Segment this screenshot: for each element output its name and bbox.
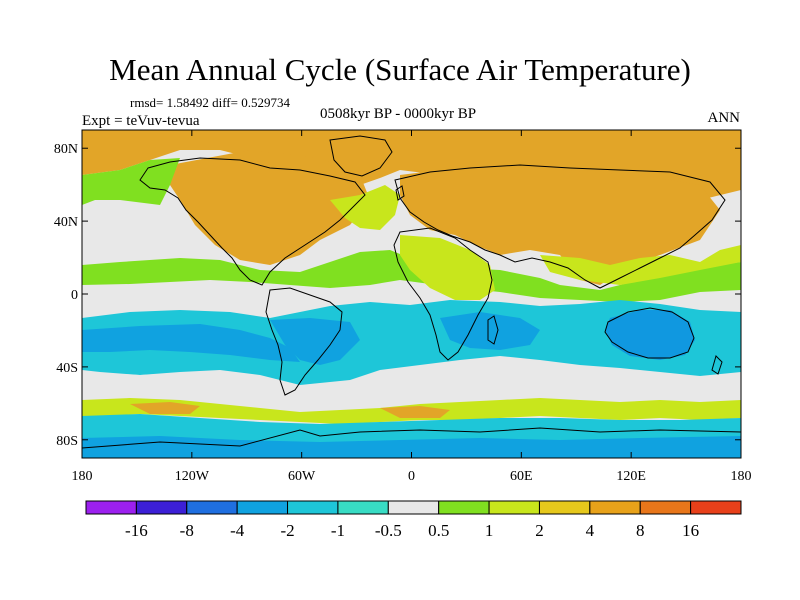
greenland-coast [329, 135, 393, 177]
coastlines [82, 135, 741, 449]
lon-tick-label: 60E [510, 469, 533, 484]
colorbar-label: -0.5 [375, 521, 402, 540]
colorbar [85, 500, 742, 515]
colorbar-swatch [236, 500, 289, 515]
latitude-axis: 80N 40N 0 40S 80S [54, 142, 741, 449]
africa-coast [393, 227, 493, 361]
eurasia-coast [394, 164, 726, 289]
south-atlantic-cool [270, 318, 360, 365]
south-asia-mild [540, 245, 741, 285]
temperature-field [82, 130, 741, 458]
uk-coast [395, 185, 405, 201]
north-green-band [82, 158, 180, 205]
new-zealand-coast [711, 355, 723, 375]
colorbar-swatch [690, 500, 742, 515]
colorbar-swatch [337, 500, 389, 515]
southern-cool-band [82, 300, 741, 385]
lon-tick-label: 180 [72, 469, 93, 484]
stats-text: rmsd= 1.58492 diff= 0.529734 [130, 95, 290, 110]
colorbar-label: -2 [280, 521, 294, 540]
north-atlantic-green [330, 185, 400, 230]
antarctica-coast [82, 427, 741, 449]
colorbar-swatch [287, 500, 339, 515]
lat-tick-label: 80N [54, 142, 78, 157]
colorbar-label: 4 [586, 521, 595, 540]
south-america-coast [265, 287, 343, 396]
colorbar-swatch [387, 500, 440, 515]
lat-tick-label: 0 [71, 288, 78, 303]
colorbar-swatch [438, 500, 490, 515]
colorbar-swatch [186, 500, 238, 515]
map-title: Mean Annual Cycle (Surface Air Temperatu… [109, 52, 691, 87]
season-label: ANN [707, 110, 741, 126]
lon-tick-label: 60W [288, 469, 316, 484]
southern-ocean-warm-patch [130, 402, 200, 414]
colorbar-label: 2 [535, 521, 544, 540]
colorbar-label: -4 [230, 521, 245, 540]
southern-ocean-warm-patch-2 [380, 406, 450, 418]
lat-tick-label: 40S [56, 361, 78, 376]
colorbar-labels: -16 -8 -4 -2 -1 -0.5 0.5 1 2 4 8 16 [125, 521, 699, 540]
colorbar-swatch [538, 500, 591, 515]
north-america-coast [139, 157, 366, 286]
southern-neutral-band [82, 372, 741, 412]
tropical-green-band [82, 250, 741, 302]
colorbar-label: -8 [180, 521, 194, 540]
colorbar-swatch [589, 500, 641, 515]
north-america-warm [170, 150, 370, 265]
australia-cool [605, 310, 695, 360]
experiment-label: Expt = teVuv-tevua [82, 113, 200, 129]
australia-coast [604, 307, 695, 359]
lon-tick-label: 0 [408, 469, 415, 484]
madagascar-coast [487, 315, 499, 345]
colorbar-swatch [85, 500, 137, 515]
colorbar-label: -1 [331, 521, 345, 540]
colorbar-label: -16 [125, 521, 148, 540]
longitude-axis: 180 120W 60W 0 60E 120E 180 [72, 130, 752, 484]
colorbar-swatch [488, 500, 540, 515]
colorbar-swatch [135, 500, 188, 515]
eurasia-warm [400, 165, 720, 285]
colorbar-swatch [639, 500, 692, 515]
colorbar-label: 16 [682, 521, 699, 540]
period-label: 0508kyr BP - 0000kyr BP [320, 106, 477, 122]
antarctic-cooler [82, 436, 741, 458]
colorbar-label: 1 [485, 521, 494, 540]
colorbar-label: 8 [636, 521, 645, 540]
lon-tick-label: 120E [616, 469, 646, 484]
lat-tick-label: 40N [54, 215, 78, 230]
lon-tick-label: 180 [731, 469, 752, 484]
lon-tick-label: 120W [175, 469, 210, 484]
lat-tick-label: 80S [56, 434, 78, 449]
southern-cooler-band [82, 324, 300, 362]
colorbar-label: 0.5 [428, 521, 449, 540]
